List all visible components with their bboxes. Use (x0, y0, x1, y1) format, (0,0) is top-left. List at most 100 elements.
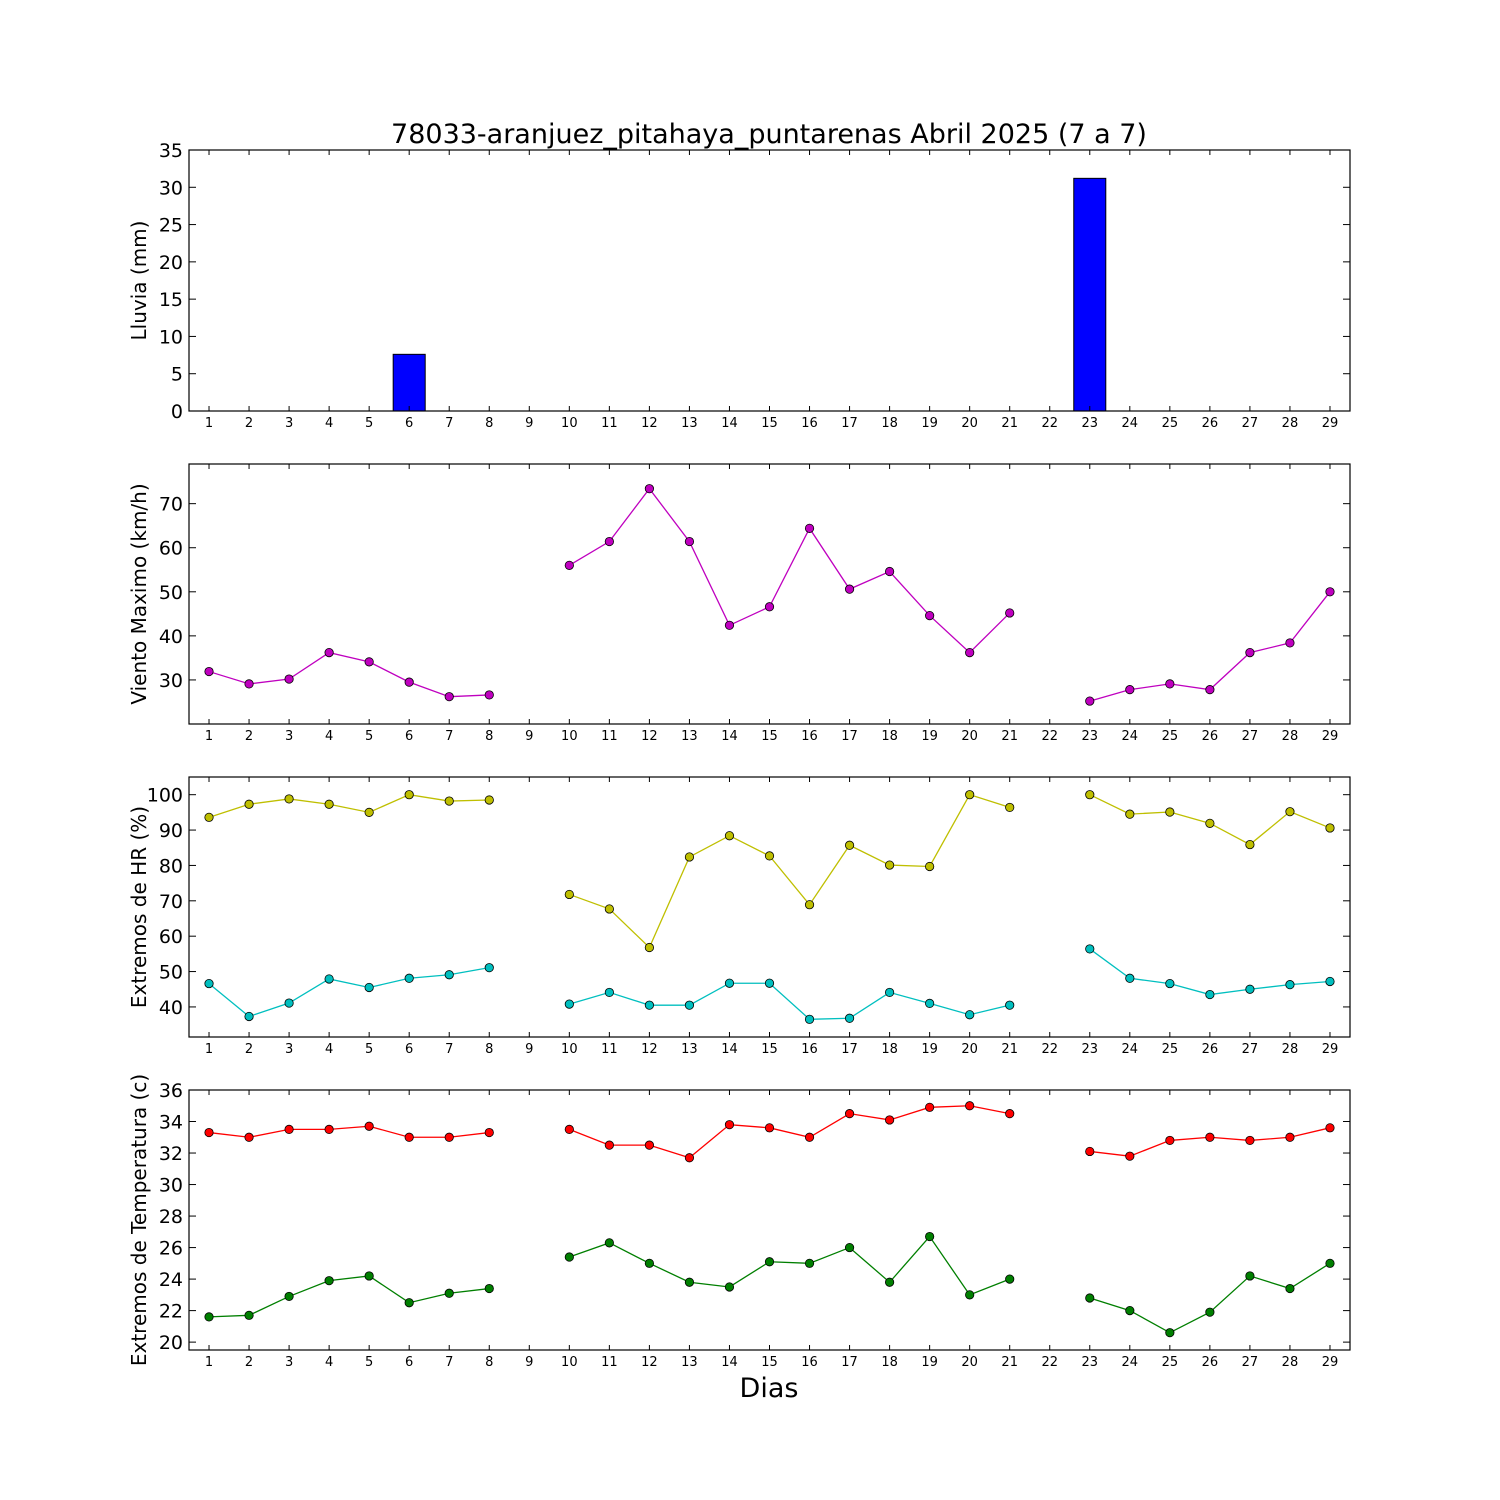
x-tick-label: 1 (205, 416, 213, 431)
humidity-series-0-point-day-5 (364, 807, 374, 817)
humidity-series-1-line-2 (1089, 948, 1331, 996)
temperature-series-1-point-day-5 (364, 1271, 374, 1281)
temperature-series-1-point-day-18 (885, 1277, 895, 1287)
x-tick-label: 12 (641, 1042, 658, 1057)
y-tick-label: 70 (159, 891, 183, 913)
x-tick-label: 12 (641, 729, 658, 744)
x-tick-label: 26 (1202, 1355, 1219, 1370)
panel-temperature: 1 2 3 4 5 6 7 8 9 10 11 12 13 14 15 16 17 18 19 20 21 22 23 24 2… (127, 1074, 1351, 1370)
wind-series-0-point-day-26 (1205, 685, 1215, 695)
y-tick-label: 50 (159, 962, 183, 984)
humidity-series-0-point-day-24 (1125, 809, 1135, 819)
wind-series-0-point-day-21 (1005, 608, 1015, 618)
x-tick-label: 8 (485, 729, 493, 744)
humidity-series-0-point-day-11 (604, 904, 614, 914)
wind-series-0-point-day-1 (204, 666, 214, 677)
x-tick-label: 2 (245, 729, 253, 744)
x-tick-label: 24 (1122, 1355, 1139, 1370)
x-tick-label: 13 (681, 1355, 698, 1370)
humidity-series-0-point-day-27 (1245, 839, 1255, 850)
humidity-series-1-point-day-15 (764, 978, 775, 988)
y-tick-label: 34 (159, 1112, 183, 1134)
x-tick-label: 11 (601, 416, 618, 431)
humidity-series-1-point-day-4 (324, 974, 334, 984)
humidity-series-1-point-day-17 (844, 1013, 855, 1023)
humidity-series-1-point-day-10 (564, 999, 574, 1009)
humidity-series-0-point-day-20 (965, 790, 975, 800)
humidity-series-1-point-day-26 (1205, 989, 1215, 1000)
x-tick-label: 6 (405, 1042, 413, 1057)
x-tick-label: 19 (921, 416, 938, 431)
x-tick-label: 3 (285, 416, 293, 431)
temperature-series-1-point-day-15 (764, 1257, 775, 1267)
x-tick-label: 11 (601, 1042, 618, 1057)
x-tick-label: 14 (721, 729, 738, 744)
x-tick-label: 7 (445, 416, 453, 431)
x-tick-label: 5 (365, 416, 373, 431)
wind-series-0-point-day-11 (604, 536, 614, 547)
x-tick-label: 10 (561, 729, 578, 744)
x-tick-label: 4 (325, 729, 333, 744)
x-tick-label: 22 (1041, 1042, 1058, 1057)
humidity-series-1-point-day-19 (925, 998, 935, 1008)
temperature-series-1-point-day-28 (1285, 1283, 1295, 1294)
x-tick-label: 29 (1322, 416, 1339, 431)
humidity-series-0-point-day-16 (804, 900, 815, 910)
temperature-series-1-point-day-3 (284, 1291, 294, 1302)
wind-series-0-point-day-6 (404, 677, 414, 687)
wind-series-0-point-day-24 (1125, 685, 1135, 695)
temperature-series-0-point-day-25 (1165, 1135, 1175, 1146)
x-tick-label: 2 (245, 1355, 253, 1370)
humidity-series-1-point-day-2 (244, 1011, 254, 1022)
x-tick-label: 26 (1202, 416, 1219, 431)
x-tick-label: 21 (1001, 729, 1018, 744)
humidity-series-0-point-day-25 (1165, 807, 1175, 817)
y-tick-label: 28 (159, 1206, 183, 1228)
x-tick-label: 10 (561, 416, 578, 431)
humidity-series-1-point-day-14 (724, 978, 735, 988)
wind-series-0-point-day-7 (444, 692, 454, 702)
x-tick-label: 18 (881, 1042, 898, 1057)
humidity-series-0-point-day-15 (764, 851, 775, 861)
x-tick-label: 9 (525, 416, 533, 431)
temperature-series-1-point-day-16 (804, 1258, 815, 1268)
temperature-series-1-point-day-29 (1325, 1258, 1335, 1268)
humidity-series-1-point-day-28 (1285, 980, 1295, 990)
y-tick-label: 36 (159, 1080, 183, 1102)
x-tick-label: 22 (1041, 729, 1058, 744)
panel-rain-y-axis-label: Lluvia (mm) (127, 221, 151, 341)
x-tick-label: 9 (525, 1355, 533, 1370)
temperature-series-0-point-day-12 (644, 1140, 654, 1150)
temperature-series-1-line-2 (1089, 1262, 1331, 1334)
x-tick-label: 21 (1001, 1355, 1018, 1370)
wind-series-0-point-day-25 (1165, 679, 1175, 689)
humidity-series-0-point-day-7 (444, 796, 454, 806)
temperature-series-1-point-day-4 (324, 1276, 334, 1286)
x-tick-label: 8 (485, 1355, 493, 1370)
humidity-series-1-point-day-25 (1165, 978, 1175, 989)
humidity-series-1-point-day-16 (804, 1014, 815, 1024)
x-tick-label: 28 (1282, 416, 1299, 431)
temperature-series-0-point-day-4 (324, 1124, 334, 1134)
wind-series-0-line-1 (568, 487, 1011, 654)
temperature-series-0-point-day-1 (204, 1127, 214, 1138)
temperature-series-1-point-day-26 (1205, 1307, 1215, 1317)
x-tick-label: 5 (365, 729, 373, 744)
x-tick-label: 17 (841, 1042, 858, 1057)
humidity-series-0-point-day-8 (484, 795, 494, 805)
humidity-series-1-point-day-29 (1325, 976, 1335, 987)
x-tick-label: 20 (961, 1042, 978, 1057)
y-tick-label: 100 (147, 785, 183, 807)
wind-series-0-point-day-12 (644, 484, 654, 494)
temperature-series-1-point-day-20 (965, 1290, 975, 1300)
x-tick-label: 27 (1242, 729, 1259, 744)
y-tick-label: 40 (159, 997, 183, 1019)
temperature-series-1-point-day-6 (404, 1298, 414, 1308)
humidity-series-1-point-day-20 (965, 1010, 975, 1020)
x-tick-label: 1 (205, 1042, 213, 1057)
temperature-series-1-point-day-8 (484, 1283, 494, 1294)
x-tick-label: 13 (681, 1042, 698, 1057)
x-tick-label: 10 (561, 1355, 578, 1370)
x-tick-label: 3 (285, 1355, 293, 1370)
x-tick-label: 5 (365, 1355, 373, 1370)
